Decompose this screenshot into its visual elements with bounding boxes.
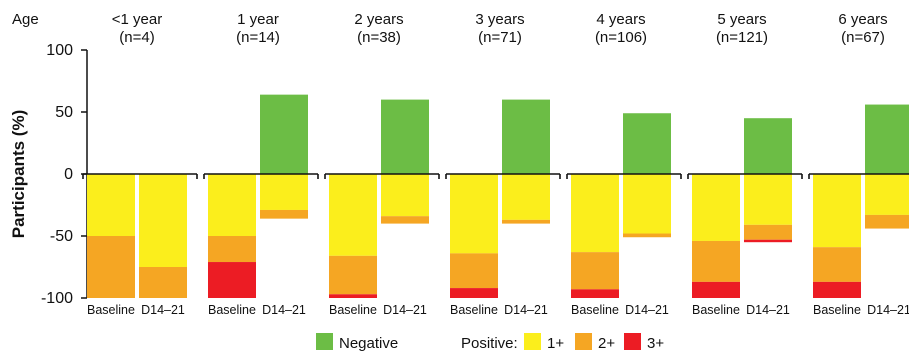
bar-baseline-pos2 (692, 240, 740, 282)
x-tick-label: Baseline (208, 303, 256, 317)
age-group-count: (n=71) (478, 29, 522, 46)
age-group-count: (n=106) (595, 29, 647, 46)
bar-baseline-pos2 (450, 253, 498, 289)
x-tick-label: Baseline (692, 303, 740, 317)
age-group-label: 4 years (596, 11, 645, 28)
bar-baseline-pos3 (450, 288, 498, 298)
x-tick-label: D14–21 (262, 303, 306, 317)
age-group-count: (n=121) (716, 29, 768, 46)
legend-label-pos2: 2+ (598, 335, 615, 351)
age-group: 4 years(n=106) Baseline D14–21 (566, 11, 682, 317)
age-group-label: <1 year (112, 11, 162, 28)
x-tick-label: D14–21 (867, 303, 909, 317)
bar-baseline-pos2 (87, 236, 135, 298)
age-group-label: 3 years (475, 11, 524, 28)
y-axis: 100 50 0 -50 -100 (41, 42, 88, 307)
y-tick-label: -100 (41, 290, 73, 307)
bar-baseline-pos1 (571, 174, 619, 253)
bar-d14-pos2 (623, 233, 671, 238)
x-tick-label: D14–21 (746, 303, 790, 317)
bar-baseline-pos2 (208, 236, 256, 263)
age-group: 6 years(n=67) Baseline D14–21 (808, 11, 909, 317)
bar-d14-negative (623, 113, 671, 174)
legend-swatch-pos2 (575, 333, 592, 350)
x-tick-label: Baseline (450, 303, 498, 317)
bar-d14-negative (502, 99, 550, 174)
bar-baseline-pos1 (87, 174, 135, 236)
legend: Negative Positive: 1+ 2+ 3+ (316, 333, 664, 351)
bar-d14-pos2 (744, 224, 792, 240)
x-tick-label: Baseline (571, 303, 619, 317)
bar-d14-pos1 (744, 174, 792, 225)
bar-d14-negative (260, 94, 308, 174)
age-group-label: 2 years (354, 11, 403, 28)
age-group: 5 years(n=121) Baseline D14–21 (687, 11, 803, 317)
bar-d14-pos1 (139, 174, 187, 267)
bar-d14-pos2 (260, 209, 308, 219)
x-tick-label: D14–21 (504, 303, 548, 317)
bar-baseline-pos3 (692, 281, 740, 298)
bar-baseline-pos3 (329, 294, 377, 298)
y-tick-label: 100 (46, 42, 73, 59)
bar-d14-pos2 (865, 214, 909, 229)
age-header: Age (12, 11, 39, 28)
y-axis-label: Participants (%) (9, 110, 28, 238)
x-tick-label: Baseline (813, 303, 861, 317)
bar-d14-pos2 (139, 267, 187, 298)
bar-d14-pos2 (381, 216, 429, 224)
bar-d14-pos1 (623, 174, 671, 234)
x-tick-label: D14–21 (625, 303, 669, 317)
bar-baseline-pos3 (571, 289, 619, 298)
age-group: 3 years(n=71) Baseline D14–21 (445, 11, 561, 317)
age-group: <1 year(n=4) Baseline D14–21 (82, 11, 198, 317)
bar-baseline-pos1 (692, 174, 740, 241)
bar-d14-pos2 (502, 219, 550, 224)
legend-label-positive: Positive: (461, 335, 518, 351)
x-tick-label: D14–21 (383, 303, 427, 317)
legend-swatch-pos1 (524, 333, 541, 350)
age-group: 1 year(n=14) Baseline D14–21 (203, 11, 319, 317)
bar-baseline-pos3 (208, 262, 256, 298)
age-group-count: (n=38) (357, 29, 401, 46)
bar-baseline-pos2 (571, 252, 619, 290)
x-tick-label: Baseline (329, 303, 377, 317)
bar-baseline-pos2 (329, 255, 377, 295)
legend-swatch-negative (316, 333, 333, 350)
bar-d14-pos1 (381, 174, 429, 217)
age-group-label: 5 years (717, 11, 766, 28)
bar-d14-negative (865, 104, 909, 174)
age-group-count: (n=4) (119, 29, 154, 46)
bar-baseline-pos1 (329, 174, 377, 256)
age-group-count: (n=67) (841, 29, 885, 46)
bar-d14-pos1 (865, 174, 909, 215)
age-group: 2 years(n=38) Baseline D14–21 (324, 11, 440, 317)
bar-baseline-pos1 (450, 174, 498, 254)
legend-label-pos1: 1+ (547, 335, 564, 351)
age-group-label: 6 years (838, 11, 887, 28)
age-group-count: (n=14) (236, 29, 280, 46)
legend-label-negative: Negative (339, 335, 398, 351)
bars: <1 year(n=4) Baseline D14–21 1 year(n=14) Ba… (82, 11, 909, 317)
bar-baseline-pos2 (813, 247, 861, 282)
bar-d14-negative (381, 99, 429, 174)
age-group-label: 1 year (237, 11, 279, 28)
x-tick-label: D14–21 (141, 303, 185, 317)
bar-baseline-pos1 (208, 174, 256, 236)
bar-d14-negative (744, 118, 792, 174)
legend-label-pos3: 3+ (647, 335, 664, 351)
y-tick-label: 0 (64, 166, 73, 183)
bar-d14-pos3 (744, 239, 792, 243)
bar-d14-pos1 (502, 174, 550, 220)
legend-swatch-pos3 (624, 333, 641, 350)
bar-baseline-pos1 (813, 174, 861, 248)
y-tick-label: -50 (50, 228, 73, 245)
bar-d14-pos1 (260, 174, 308, 210)
bar-baseline-pos3 (813, 281, 861, 298)
x-tick-label: Baseline (87, 303, 135, 317)
y-tick-label: 50 (55, 104, 73, 121)
